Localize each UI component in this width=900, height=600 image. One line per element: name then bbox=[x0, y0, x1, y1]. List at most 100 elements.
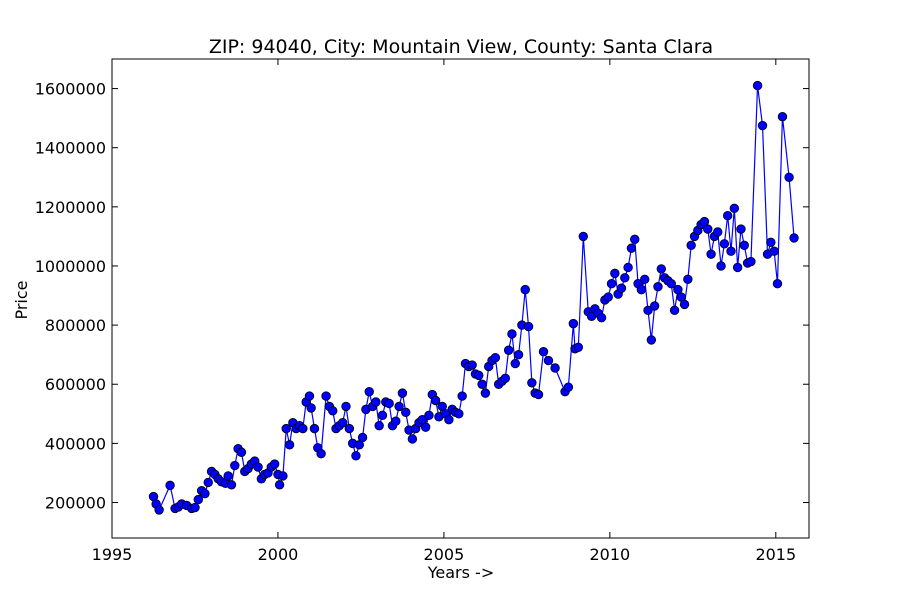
data-point bbox=[397, 388, 408, 398]
y-tick-label: 600000 bbox=[45, 375, 106, 394]
data-point bbox=[686, 240, 696, 250]
data-point bbox=[640, 274, 650, 284]
data-point bbox=[236, 447, 247, 457]
x-tick-label: 2010 bbox=[589, 545, 630, 564]
x-tick-label: 2005 bbox=[424, 545, 465, 564]
y-tick-label: 1200000 bbox=[35, 198, 106, 217]
data-point bbox=[722, 211, 733, 221]
data-point bbox=[344, 423, 355, 434]
data-point bbox=[316, 449, 326, 459]
data-point bbox=[371, 397, 381, 407]
x-tick-label: 2000 bbox=[258, 545, 299, 564]
data-point bbox=[253, 462, 263, 472]
data-point bbox=[401, 407, 411, 418]
data-point bbox=[474, 370, 484, 381]
data-point bbox=[596, 313, 607, 323]
data-point bbox=[477, 379, 487, 389]
data-point bbox=[321, 391, 331, 401]
data-point bbox=[269, 459, 280, 469]
data-point bbox=[374, 420, 384, 431]
data-point bbox=[391, 416, 401, 426]
data-point bbox=[444, 415, 454, 425]
data-point bbox=[203, 477, 213, 488]
data-point bbox=[500, 373, 511, 384]
data-point bbox=[772, 279, 783, 289]
data-point bbox=[713, 227, 723, 237]
data-point bbox=[420, 422, 431, 432]
chart-title: ZIP: 94040, City: Mountain View, County:… bbox=[209, 36, 713, 58]
plot-area bbox=[111, 58, 810, 539]
data-point bbox=[407, 434, 418, 444]
y-tick-label: 1000000 bbox=[35, 257, 106, 276]
data-point bbox=[337, 417, 348, 428]
data-point bbox=[653, 281, 663, 292]
data-point bbox=[523, 321, 534, 332]
data-point bbox=[306, 403, 316, 413]
data-point bbox=[729, 203, 740, 214]
data-point bbox=[736, 224, 746, 234]
data-point bbox=[384, 398, 394, 409]
data-point bbox=[454, 409, 464, 419]
data-point bbox=[683, 274, 693, 284]
data-point bbox=[480, 388, 491, 398]
data-point bbox=[284, 440, 295, 450]
data-point bbox=[309, 423, 320, 434]
data-point bbox=[200, 488, 210, 499]
data-point bbox=[357, 432, 368, 443]
data-point bbox=[490, 352, 501, 363]
data-point bbox=[193, 494, 204, 505]
data-point bbox=[636, 284, 647, 295]
data-point bbox=[703, 224, 713, 234]
data-point bbox=[513, 349, 524, 360]
data-point bbox=[679, 299, 690, 310]
data-point bbox=[626, 243, 637, 253]
data-point bbox=[563, 382, 574, 392]
x-axis: 1995 2000 2005 2010 2015 bbox=[92, 59, 796, 564]
data-point bbox=[304, 391, 315, 401]
data-point bbox=[610, 268, 620, 279]
data-point bbox=[190, 502, 200, 513]
data-point bbox=[766, 237, 776, 248]
data-point bbox=[550, 363, 560, 373]
data-point bbox=[364, 386, 374, 397]
data-point bbox=[457, 391, 467, 401]
data-point bbox=[507, 329, 517, 339]
data-point bbox=[706, 249, 716, 259]
data-point bbox=[719, 239, 730, 249]
data-point bbox=[643, 305, 653, 316]
data-point bbox=[281, 423, 291, 434]
data-point bbox=[520, 284, 530, 295]
data-point bbox=[538, 347, 549, 357]
data-point bbox=[620, 273, 630, 283]
y-tick-label: 1400000 bbox=[35, 139, 106, 158]
data-point bbox=[732, 262, 743, 273]
data-point bbox=[568, 318, 579, 329]
data-point bbox=[154, 505, 164, 515]
data-point bbox=[226, 480, 237, 490]
data-point bbox=[726, 246, 736, 256]
data-point bbox=[573, 342, 584, 352]
data-point bbox=[430, 395, 441, 406]
data-point bbox=[298, 423, 308, 434]
y-axis: 200000 400000 600000 800000 1000000 1200000 14… bbox=[35, 80, 809, 513]
data-point bbox=[666, 279, 676, 289]
data-point bbox=[716, 261, 726, 271]
data-point bbox=[739, 240, 749, 250]
y-tick-label: 400000 bbox=[45, 434, 106, 453]
data-point bbox=[769, 246, 779, 256]
data-point bbox=[278, 471, 288, 481]
data-point bbox=[649, 301, 660, 311]
y-tick-label: 200000 bbox=[45, 494, 106, 513]
data-point bbox=[746, 256, 756, 267]
y-axis-label: Price bbox=[12, 280, 31, 319]
data-point bbox=[757, 120, 768, 131]
data-point bbox=[230, 460, 240, 471]
data-point bbox=[351, 451, 361, 461]
data-point bbox=[503, 345, 514, 355]
data-point bbox=[424, 410, 434, 420]
series-layer bbox=[148, 80, 799, 515]
data-point bbox=[646, 335, 657, 345]
data-point bbox=[377, 410, 388, 420]
x-axis-label: Years -> bbox=[427, 563, 494, 582]
